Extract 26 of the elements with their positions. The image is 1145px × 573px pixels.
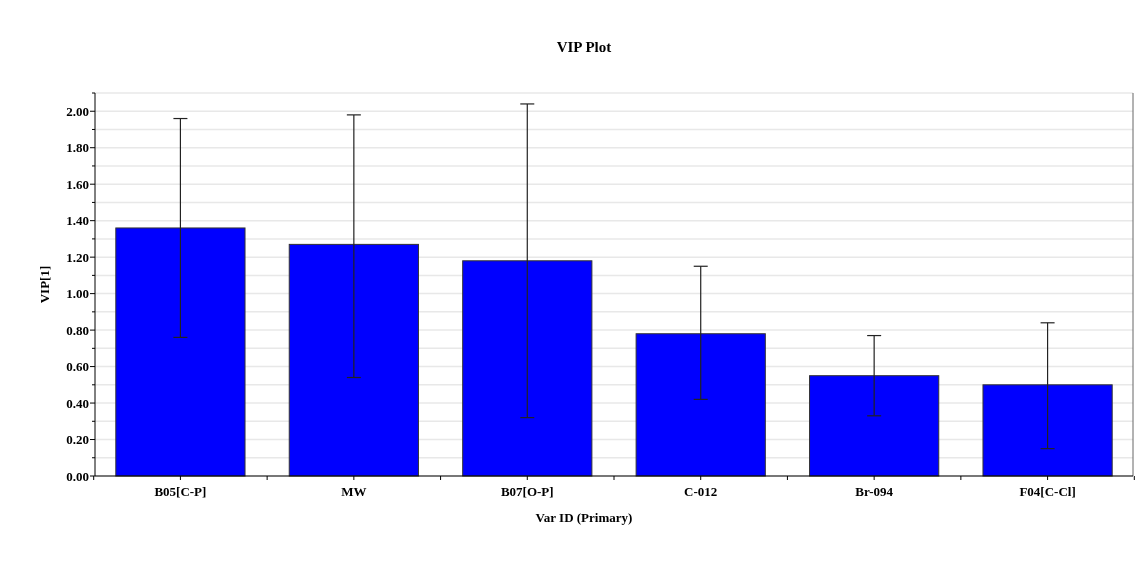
y-tick-label: 0.20 <box>66 432 89 448</box>
x-tick-label: B07[O-P] <box>500 484 554 499</box>
y-tick-label: 1.40 <box>66 213 89 229</box>
y-tick-label: 2.00 <box>66 103 89 119</box>
y-axis-title: VIP[1] <box>37 265 52 304</box>
bar <box>809 375 940 477</box>
bar <box>462 260 593 477</box>
chart-title: VIP Plot <box>556 39 612 55</box>
bar <box>635 333 766 477</box>
bar <box>982 384 1113 477</box>
x-axis-title: Var ID (Primary) <box>535 510 633 525</box>
x-tick-label: F04[C-Cl] <box>1019 484 1076 499</box>
x-tick-label: MW <box>341 484 367 499</box>
text: 0.00 <box>66 468 89 484</box>
x-tick-label: Br-094 <box>855 484 894 499</box>
y-tick-label: 1.00 <box>66 286 89 302</box>
bar <box>288 243 419 477</box>
y-tick-label: 0.80 <box>66 322 89 338</box>
y-tick-label: 1.60 <box>66 176 89 192</box>
y-tick-label: 0.60 <box>66 359 89 375</box>
y-tick-label: 1.80 <box>66 140 89 156</box>
bar <box>115 227 246 477</box>
y-tick-label: 0.40 <box>66 395 89 411</box>
x-tick-label: B05[C-P] <box>154 484 207 499</box>
y-tick-label: 1.20 <box>66 249 89 265</box>
x-tick-label: C-012 <box>684 484 718 499</box>
